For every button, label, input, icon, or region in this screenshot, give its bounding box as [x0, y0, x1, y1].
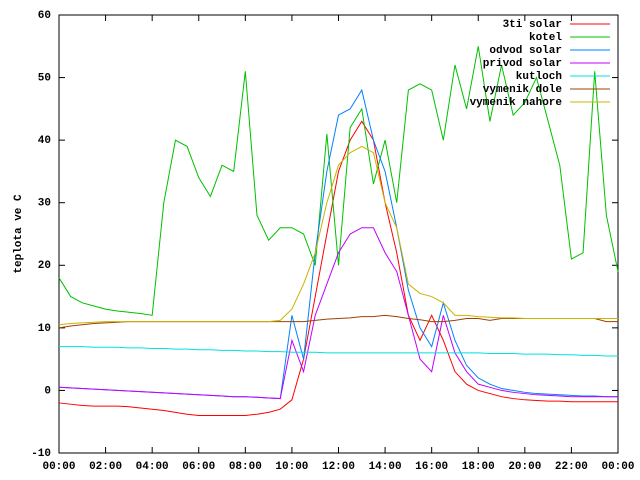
series-line [58, 227, 618, 400]
series-line [59, 346, 618, 357]
y-tick-label: -10 [31, 448, 51, 460]
y-axis-label: teplota ve C [13, 194, 25, 274]
legend-label: kutloch [516, 71, 562, 83]
x-tick-label: 02:00 [89, 461, 122, 473]
x-tick-label: 00:00 [42, 461, 75, 473]
x-tick-label: 18:00 [462, 461, 495, 473]
x-tick-label: 22:00 [555, 461, 588, 473]
x-tick-label: 20:00 [508, 461, 541, 473]
legend-label: vymenik nahore [470, 97, 563, 109]
x-tick-label: 06:00 [182, 461, 215, 473]
y-tick-label: 0 [44, 385, 51, 397]
x-tick-label: 00:00 [601, 461, 634, 473]
series-line [58, 88, 618, 400]
series-line [58, 46, 619, 316]
series-line [58, 145, 618, 326]
y-tick-label: 60 [38, 10, 51, 22]
y-tick-label: 50 [38, 72, 51, 84]
x-tick-label: 12:00 [322, 461, 355, 473]
y-tick-label: 10 [38, 323, 51, 335]
legend-label: kotel [529, 32, 562, 44]
series-line [58, 120, 618, 416]
x-tick-label: 04:00 [136, 461, 169, 473]
x-tick-label: 08:00 [229, 461, 262, 473]
legend-label: vymenik dole [483, 84, 563, 96]
y-tick-label: 40 [38, 135, 51, 147]
legend-label: odvod solar [489, 45, 562, 57]
legend-label: privod solar [483, 58, 562, 70]
y-tick-label: 30 [38, 198, 51, 210]
x-tick-label: 16:00 [415, 461, 448, 473]
y-tick-label: 20 [38, 260, 51, 272]
legend-label: 3ti solar [503, 19, 562, 31]
x-tick-label: 14:00 [369, 461, 402, 473]
x-tick-label: 10:00 [275, 461, 308, 473]
